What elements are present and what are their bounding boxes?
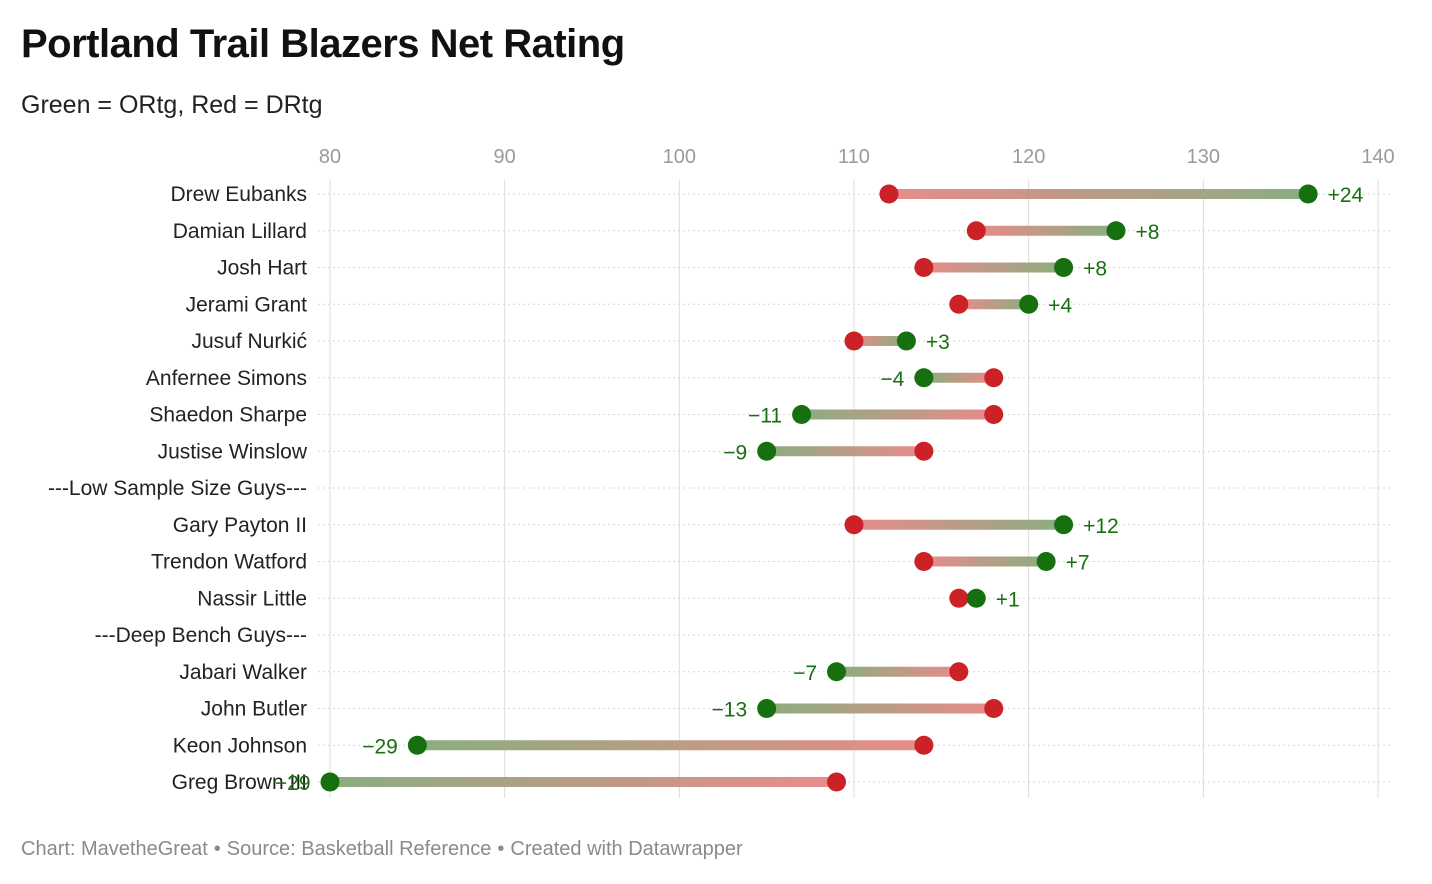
footer-tool: Created with Datawrapper (510, 838, 743, 860)
net-rating-label: +4 (1048, 294, 1072, 317)
drtg-dot (966, 221, 986, 241)
rating-bar (958, 299, 1029, 310)
net-rating-label: −4 (880, 368, 904, 391)
ortg-dot (792, 405, 812, 424)
ortg-dot (757, 441, 777, 461)
row-label: Jabari Walker (179, 661, 307, 684)
row-label: Trendon Watford (151, 551, 307, 574)
ortg-dot (757, 699, 777, 718)
net-rating-label: +24 (1328, 184, 1364, 207)
net-rating-label: −7 (793, 662, 817, 685)
x-tick-label: 130 (1187, 146, 1220, 168)
chart-title: Portland Trail Blazers Net Rating (21, 22, 625, 66)
row-label: ---Deep Bench Guys--- (95, 624, 307, 647)
row-label: Keon Johnson (173, 734, 307, 757)
row-label: Nassir Little (197, 587, 307, 610)
row-labels: Drew Eubanks Damian Lillard Josh Hart Jeram… (48, 183, 308, 794)
ortg-dot (914, 368, 934, 388)
footer-separator: • (497, 838, 505, 860)
net-rating-label: +8 (1136, 221, 1160, 244)
ortg-dot (966, 588, 986, 608)
x-tick-label: 110 (838, 146, 870, 168)
ortg-dot (1298, 184, 1318, 204)
grid-layer (329, 180, 1379, 798)
drtg-dot (949, 588, 969, 608)
rating-bar (836, 666, 959, 677)
net-rating-label: −13 (712, 699, 748, 722)
dumbbell-bars (330, 189, 1309, 787)
rating-bar (766, 446, 924, 457)
row-label: Shaedon Sharpe (149, 404, 307, 427)
ortg-dot (896, 331, 916, 351)
rating-bar (923, 262, 1064, 273)
x-tick-label: 120 (1012, 146, 1045, 168)
ortg-dot (1036, 552, 1056, 571)
drtg-dot (949, 294, 969, 314)
chart-footer: Chart: MavetheGreat • Source: Basketball R… (21, 838, 743, 861)
x-tick-label: 100 (663, 146, 696, 168)
net-rating-label: +7 (1066, 552, 1090, 575)
dumbbell-chart: 80 90 100 110 120 130 140 Drew Eubanks Damian L… (48, 146, 1395, 798)
x-tick-label: 90 (494, 146, 516, 168)
ortg-dot (1054, 258, 1074, 277)
rating-bar (923, 556, 1047, 567)
row-label: Damian Lillard (173, 220, 307, 243)
rating-bar (854, 519, 1064, 530)
drtg-dot (914, 552, 934, 571)
ortg-dot (1019, 294, 1039, 314)
net-rating-label: +1 (996, 588, 1020, 611)
row-label: Greg Brown III (172, 771, 307, 794)
rating-bar (888, 189, 1309, 199)
drtg-dot (844, 515, 864, 535)
drtg-dot (949, 662, 969, 682)
drtg-dot (914, 735, 934, 755)
ortg-dot (1106, 221, 1126, 241)
ortg-dot (827, 662, 847, 682)
footer-credit: Chart: MavetheGreat (21, 838, 208, 860)
x-tick-label: 140 (1361, 146, 1394, 168)
rating-bar (766, 703, 994, 714)
ortg-dot (320, 772, 340, 792)
x-tick-label: 80 (319, 146, 341, 168)
drtg-dot (984, 405, 1004, 424)
net-rating-label: −9 (723, 441, 747, 464)
net-rating-label: −29 (362, 735, 398, 758)
row-label: Gary Payton II (173, 514, 307, 537)
net-rating-label: −29 (275, 772, 311, 795)
row-label: Drew Eubanks (170, 183, 307, 206)
rating-bar (976, 225, 1116, 236)
rating-bar (854, 336, 907, 346)
footer-source: Source: Basketball Reference (226, 838, 492, 860)
ortg-dot (407, 735, 427, 755)
net-rating-label: −11 (748, 405, 782, 428)
row-label: Jerami Grant (186, 293, 308, 316)
drtg-dot (984, 368, 1004, 388)
row-label: Jusuf Nurkić (191, 330, 307, 353)
rating-bar (923, 372, 994, 383)
net-rating-label: +12 (1083, 515, 1119, 538)
row-label: Justise Winslow (158, 440, 308, 463)
drtg-dot (914, 258, 934, 277)
drtg-dot (827, 772, 847, 792)
drtg-dot (844, 331, 864, 351)
chart-subtitle: Green = ORtg, Red = DRtg (21, 91, 323, 119)
row-label: Anfernee Simons (146, 367, 307, 390)
drtg-dot (879, 184, 899, 204)
rating-bar (801, 409, 994, 420)
net-rating-label: +3 (926, 331, 950, 354)
row-label: ---Low Sample Size Guys--- (48, 477, 307, 500)
drtg-dot (984, 699, 1004, 718)
rating-bar (330, 777, 837, 787)
row-label: John Butler (201, 698, 307, 721)
rating-bar (417, 740, 924, 751)
x-axis-ticks: 80 90 100 110 120 130 140 (319, 146, 1395, 168)
net-rating-label: +8 (1083, 258, 1107, 281)
net-rating-labels: +24 +8 +8 +4 +3 −4 −11−9 +12 +7 +1 −7 −13 −29 −29 (275, 184, 1364, 795)
footer-separator: • (213, 838, 221, 860)
row-label: Josh Hart (217, 257, 307, 280)
drtg-dot (914, 441, 934, 461)
ortg-dot (1054, 515, 1074, 535)
dumbbell-dots (320, 184, 1318, 792)
